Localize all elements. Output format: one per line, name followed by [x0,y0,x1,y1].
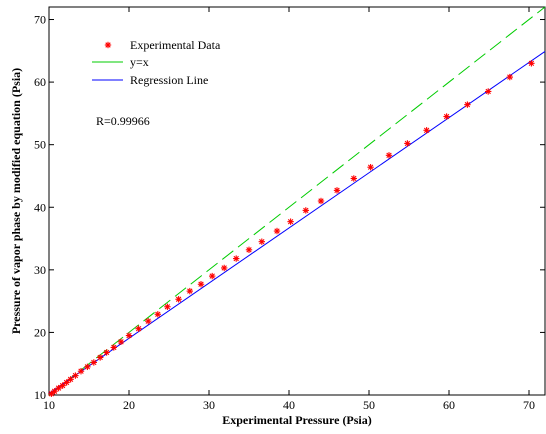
data-point [135,325,142,332]
legend-label: Regression Line [130,73,208,87]
y-axis-label: Pressure of vapor phase by modified equa… [9,68,23,334]
legend-label: Experimental Data [130,38,221,52]
x-tick-label: 10 [43,398,55,412]
axis-ticks: 10 20 30 40 50 60 70 10 20 30 40 50 60 70 [34,7,545,412]
data-point [164,303,171,310]
data-point [117,338,125,346]
x-tick-label: 50 [363,398,375,412]
y-tick-label: 50 [34,138,46,152]
legend-marker-experimental [104,41,112,49]
data-point [84,363,91,371]
data-point [51,388,58,395]
data-point [145,317,152,325]
y-tick-label: 70 [34,13,46,27]
data-point [186,287,193,295]
data-point [464,101,471,108]
y-tick-label: 20 [34,325,46,339]
data-point [423,127,430,134]
x-tick-label: 20 [123,398,135,412]
data-point [258,238,265,245]
data-point [506,73,513,81]
data-point [90,359,97,366]
data-point [154,311,161,318]
experimental-points [48,60,535,397]
data-point [443,113,450,120]
data-point [302,207,309,214]
data-point [110,344,117,351]
data-point [197,281,205,288]
x-tick-label: 30 [203,398,215,412]
data-point [125,332,133,339]
x-tick-label: 60 [443,398,455,412]
r-annotation: R=0.99966 [96,114,150,128]
x-axis-label: Experimental Pressure (Psia) [222,413,372,427]
data-point [63,379,70,386]
y-tick-label: 40 [34,200,46,214]
data-point [103,349,110,356]
x-tick-label: 70 [523,398,535,412]
data-point [67,376,74,383]
data-point [367,164,374,171]
y-tick-label: 10 [34,388,46,402]
data-point [59,382,66,389]
identity-line [48,6,546,396]
data-point [97,354,104,361]
data-point [350,175,357,182]
y-tick-label: 30 [34,263,46,277]
series-lines [48,6,546,396]
data-point [209,272,216,280]
data-point [404,140,411,147]
data-point [385,152,393,159]
data-point [317,197,325,205]
data-point [175,296,182,303]
legend: Experimental Data y=x Regression Line [92,38,221,87]
data-point [221,264,228,272]
x-tick-label: 40 [283,398,295,412]
y-tick-label: 60 [34,75,46,89]
data-point [77,368,85,375]
data-point [333,187,341,194]
data-point [528,60,535,67]
data-point [72,372,79,379]
data-point [273,227,281,235]
legend-label: y=x [130,55,149,69]
data-point [245,246,253,254]
data-point [485,88,492,95]
data-point [233,255,240,262]
data-point [287,218,294,225]
regression-line [48,51,546,394]
